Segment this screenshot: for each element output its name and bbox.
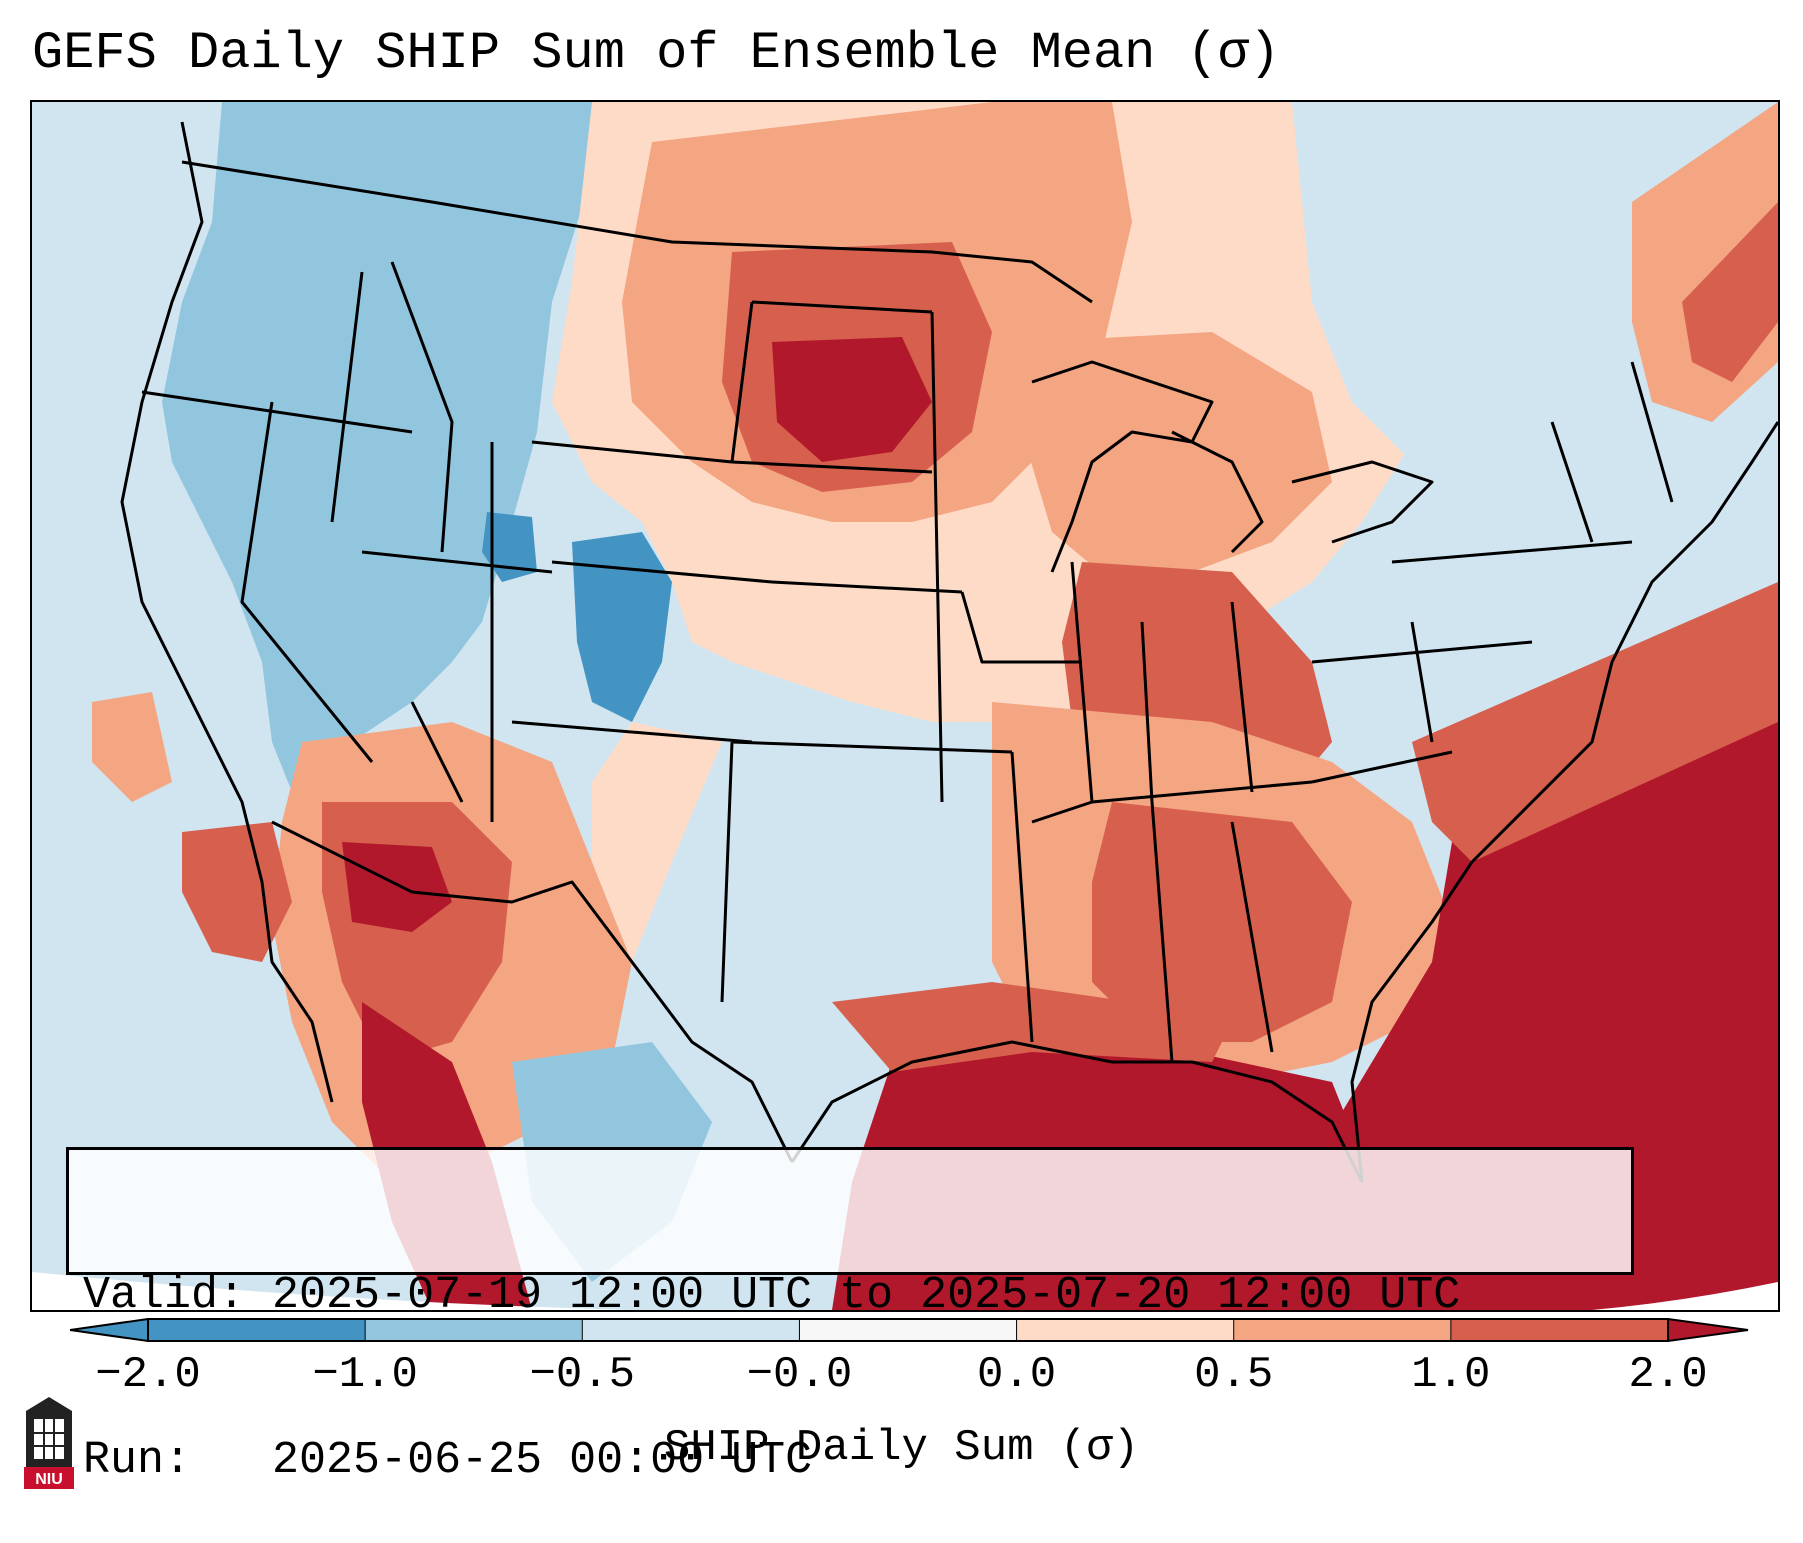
- valid-run-info-box: Valid: 2025-07-19 12:00 UTC to 2025-07-2…: [66, 1147, 1634, 1486]
- boundary-lines: [120, 121, 1778, 1183]
- region-texas-peach: [592, 722, 722, 962]
- region-great-lakes-orange: [1022, 332, 1332, 582]
- region-utah-core: [482, 512, 537, 582]
- colorbar-bin: [365, 1319, 583, 1341]
- region-dakotas-dark: [772, 337, 932, 462]
- colorbar-bins: [70, 1318, 1749, 1343]
- state-lines-central: [731, 300, 1313, 1043]
- anomaly-map: [32, 102, 1778, 1310]
- colorbar-tick-label: −1.0: [312, 1350, 418, 1400]
- region-pacific-peach-patch: [92, 692, 172, 802]
- colorbar-outline: [147, 1318, 1669, 1342]
- tower-window: [34, 1419, 64, 1459]
- coastline-west: [120, 121, 334, 1103]
- state-lines-west: [141, 261, 773, 1003]
- coastline-east: [1350, 421, 1778, 1183]
- colorbar-tick-label: 0.5: [1194, 1350, 1274, 1400]
- logo-band: [24, 1467, 74, 1489]
- border-canada: [181, 160, 1093, 304]
- colorbar-bin: [799, 1319, 1018, 1341]
- colorbar-bin: [1450, 1319, 1669, 1341]
- colorbar-under-extend: [70, 1318, 149, 1343]
- colorbar-over-extend: [1667, 1318, 1749, 1343]
- colorbar: [70, 1318, 1749, 1343]
- colorbar-tick-label: −0.5: [529, 1350, 636, 1400]
- region-arizona-dark: [342, 842, 452, 932]
- state-lines-east: [1150, 361, 1674, 1063]
- university-tower-icon: NIU: [24, 1397, 74, 1489]
- colorbar-bin: [148, 1319, 366, 1341]
- great-lakes-outline: [1031, 360, 1434, 573]
- run-row: Run: 2025-06-25 00:00 UTC: [83, 1433, 1617, 1488]
- tower-window-grid: [34, 1419, 64, 1459]
- colorbar-tick-label: −2.0: [95, 1350, 201, 1400]
- coastline-gulf: [790, 1040, 1364, 1183]
- colorbar-bin: [1016, 1319, 1235, 1341]
- region-colorado-core: [572, 532, 672, 722]
- map-title: GEFS Daily SHIP Sum of Ensemble Mean (σ): [32, 24, 1281, 83]
- valid-label: Valid:: [83, 1270, 246, 1321]
- region-atlantic-red: [1412, 582, 1778, 862]
- projection-edge-left: [32, 1272, 632, 1310]
- region-pacific-warm-patch: [182, 822, 292, 962]
- map-panel[interactable]: [30, 100, 1780, 1312]
- run-value: 2025-06-25 00:00 UTC: [272, 1435, 813, 1486]
- colorbar-tick-label: 0.0: [976, 1350, 1057, 1400]
- run-label: Run:: [83, 1435, 192, 1486]
- logo-text: NIU: [35, 1471, 63, 1488]
- colorbar-label: SHIP Daily Sum (σ): [663, 1423, 1140, 1473]
- border-mexico: [271, 820, 794, 1163]
- colorbar-tick-label: −0.0: [746, 1350, 853, 1400]
- region-west-cool: [162, 102, 592, 792]
- colorbar-tick-label: 1.0: [1411, 1350, 1491, 1400]
- valid-value: 2025-07-19 12:00 UTC to 2025-07-20 12:00…: [272, 1270, 1461, 1321]
- projection-edge-right: [1592, 1282, 1778, 1310]
- colorbar-bin: [1233, 1319, 1452, 1341]
- region-northeast-cool: [1292, 102, 1732, 482]
- region-new-england-red: [1682, 202, 1778, 382]
- colorbar-tick-labels: −2.0 −1.0 −0.5 −0.0 0.0 0.5 1.0 2.0: [0, 1350, 1803, 1410]
- colorbar-tick-label: 2.0: [1628, 1350, 1708, 1400]
- colorbar-bin: [582, 1319, 800, 1341]
- valid-row: Valid: 2025-07-19 12:00 UTC to 2025-07-2…: [83, 1268, 1617, 1323]
